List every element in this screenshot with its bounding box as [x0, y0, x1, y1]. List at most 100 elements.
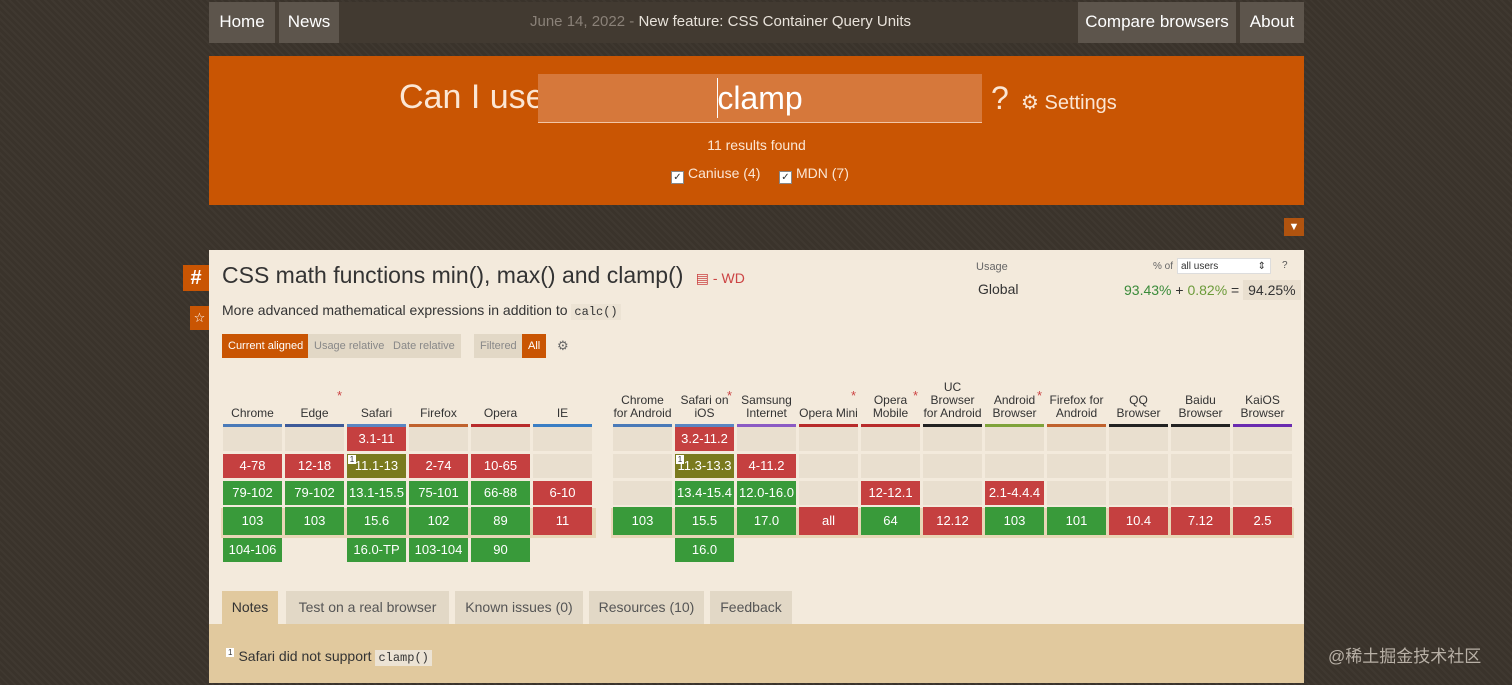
gear-icon[interactable]: ⚙	[557, 338, 569, 353]
support-cell-qq-browser-10-4[interactable]: 10.4	[1109, 507, 1168, 535]
support-cell-chrome-104-106[interactable]: 104-106	[223, 538, 282, 562]
browser-header-samsung-internet[interactable]: Samsung Internet	[741, 393, 792, 420]
browser-color-bar	[471, 424, 530, 427]
support-cell-firefox-for-android-101[interactable]: 101	[1047, 507, 1106, 535]
support-cell-edge-79-102[interactable]: 79-102	[285, 481, 344, 505]
support-cell-firefox-103-104[interactable]: 103-104	[409, 538, 468, 562]
nav-compare-browsers[interactable]: Compare browsers	[1078, 2, 1236, 43]
support-cell-firefox-2-74[interactable]: 2-74	[409, 454, 468, 478]
browser-header-uc-browser-for-android[interactable]: UC Browser for Android	[923, 380, 982, 420]
spec-status-label: - WD	[712, 270, 745, 286]
support-cell-firefox-102[interactable]: 102	[409, 507, 468, 535]
browser-header-android-browser[interactable]: Android Browser	[992, 393, 1037, 420]
empty-cell	[285, 427, 344, 451]
nav-home[interactable]: Home	[209, 2, 275, 43]
tab-known-issues[interactable]: Known issues (0)	[455, 591, 583, 624]
support-cell-edge-12-18[interactable]: 12-18	[285, 454, 344, 478]
users-select-value: all users	[1181, 261, 1219, 272]
tab-notes[interactable]: Notes	[222, 591, 278, 624]
tab-resources[interactable]: Resources (10)	[589, 591, 704, 624]
tab-feedback[interactable]: Feedback	[710, 591, 792, 624]
support-cell-firefox-75-101[interactable]: 75-101	[409, 481, 468, 505]
support-cell-chrome-79-102[interactable]: 79-102	[223, 481, 282, 505]
feature-link-hash[interactable]: #	[183, 265, 209, 291]
global-label: Global	[978, 281, 1019, 297]
browser-header-chrome[interactable]: Chrome	[231, 406, 274, 420]
support-cell-safari-11-1-13[interactable]: 11.1-13 1	[347, 454, 406, 478]
support-cell-chrome-for-android-103[interactable]: 103	[613, 507, 672, 535]
browser-header-safari[interactable]: Safari	[360, 406, 393, 420]
browser-header-chrome-for-android[interactable]: Chrome for Android	[613, 393, 672, 420]
help-qmark[interactable]: ?	[991, 80, 1009, 116]
support-cell-kaios-browser-2-5[interactable]: 2.5	[1233, 507, 1292, 535]
browser-header-qq-browser[interactable]: QQ Browser	[1116, 393, 1161, 420]
empty-cell	[409, 427, 468, 451]
tab-date-relative[interactable]: Date relative	[387, 334, 461, 358]
support-cell-opera-89[interactable]: 89	[471, 507, 530, 535]
filter-mdn-checkbox[interactable]: ✓ MDN (7)	[779, 165, 849, 184]
support-cell-opera-mobile-64[interactable]: 64	[861, 507, 920, 535]
tab-usage-relative[interactable]: Usage relative	[308, 334, 391, 358]
support-cell-opera-mobile-12-12-1[interactable]: 12-12.1	[861, 481, 920, 505]
support-cell-safari-15-6[interactable]: 15.6	[347, 507, 406, 535]
filter-icon[interactable]: ▼	[1284, 218, 1304, 236]
star-icon[interactable]: ☆	[190, 306, 209, 330]
support-cell-safari-on-ios-11-3-13-3[interactable]: 11.3-13.3 1	[675, 454, 734, 478]
browser-header-ie[interactable]: IE	[556, 406, 569, 420]
support-cell-android-browser-2-1-4-4-4[interactable]: 2.1-4.4.4	[985, 481, 1044, 505]
news-ticker[interactable]: June 14, 2022 - New feature: CSS Contain…	[530, 2, 911, 43]
support-cell-samsung-internet-17-0[interactable]: 17.0	[737, 507, 796, 535]
empty-cell	[861, 454, 920, 478]
support-cell-samsung-internet-4-11-2[interactable]: 4-11.2	[737, 454, 796, 478]
support-cell-safari-on-ios-3-2-11-2[interactable]: 3.2-11.2	[675, 427, 734, 451]
browser-header-edge[interactable]: Edge	[300, 406, 329, 420]
tab-test-real-browser[interactable]: Test on a real browser	[286, 591, 449, 624]
support-cell-edge-103[interactable]: 103	[285, 507, 344, 535]
browser-color-bar	[613, 424, 672, 427]
support-cell-baidu-browser-7-12[interactable]: 7.12	[1171, 507, 1230, 535]
browser-header-baidu-browser[interactable]: Baidu Browser	[1178, 393, 1223, 420]
browser-header-safari-on-ios[interactable]: Safari on iOS	[680, 393, 729, 420]
tab-current-aligned[interactable]: Current aligned	[222, 334, 310, 358]
gear-icon: ⚙	[1021, 92, 1039, 114]
settings-label: Settings	[1044, 92, 1117, 114]
nav-about[interactable]: About	[1240, 2, 1304, 43]
support-cell-uc-browser-for-android-12-12[interactable]: 12.12	[923, 507, 982, 535]
support-cell-samsung-internet-12-0-16-0[interactable]: 12.0-16.0	[737, 481, 796, 505]
browser-header-opera[interactable]: Opera	[483, 406, 518, 420]
support-cell-safari-on-ios-15-5[interactable]: 15.5	[675, 507, 734, 535]
support-cell-safari-16-0-tp[interactable]: 16.0-TP	[347, 538, 406, 562]
support-cell-ie-11[interactable]: 11	[533, 507, 592, 535]
nav-news[interactable]: News	[279, 2, 339, 43]
support-cell-opera-mini-all[interactable]: all	[799, 507, 858, 535]
filter-caniuse-checkbox[interactable]: ✓ Caniuse (4)	[671, 165, 760, 184]
news-title[interactable]: New feature: CSS Container Query Units	[638, 13, 912, 30]
browser-header-kaios-browser[interactable]: KaiOS Browser	[1240, 393, 1285, 420]
tab-all[interactable]: All	[522, 334, 547, 358]
support-cell-opera-90[interactable]: 90	[471, 538, 530, 562]
browser-header-firefox[interactable]: Firefox	[420, 406, 457, 420]
feature-description: More advanced mathematical expressions i…	[222, 302, 621, 320]
browser-header-opera-mini[interactable]: Opera Mini	[799, 406, 858, 420]
spec-status[interactable]: ▤ - WD	[696, 270, 745, 286]
support-cell-safari-13-1-15-5[interactable]: 13.1-15.5	[347, 481, 406, 505]
support-cell-android-browser-103[interactable]: 103	[985, 507, 1044, 535]
browser-header-firefox-for-android[interactable]: Firefox for Android	[1049, 393, 1104, 420]
support-cell-safari-3-1-11[interactable]: 3.1-11	[347, 427, 406, 451]
support-cell-ie-6-10[interactable]: 6-10	[533, 481, 592, 505]
browser-color-bar	[1109, 424, 1168, 427]
browser-header-opera-mobile[interactable]: Opera Mobile	[872, 393, 909, 420]
search-input[interactable]: clamp	[538, 74, 982, 123]
tab-filtered[interactable]: Filtered	[474, 334, 523, 358]
checkbox-icon: ✓	[671, 171, 684, 184]
support-cell-opera-10-65[interactable]: 10-65	[471, 454, 530, 478]
support-cell-chrome-4-78[interactable]: 4-78	[223, 454, 282, 478]
support-cell-chrome-103[interactable]: 103	[223, 507, 282, 535]
support-cell-opera-66-88[interactable]: 66-88	[471, 481, 530, 505]
empty-cell	[1109, 427, 1168, 451]
support-cell-safari-on-ios-13-4-15-4[interactable]: 13.4-15.4	[675, 481, 734, 505]
usage-help[interactable]: ?	[1282, 260, 1288, 271]
settings-button[interactable]: ⚙ Settings	[1021, 90, 1117, 115]
users-select[interactable]: all users ⇕	[1177, 258, 1271, 274]
support-cell-safari-on-ios-16-0[interactable]: 16.0	[675, 538, 734, 562]
